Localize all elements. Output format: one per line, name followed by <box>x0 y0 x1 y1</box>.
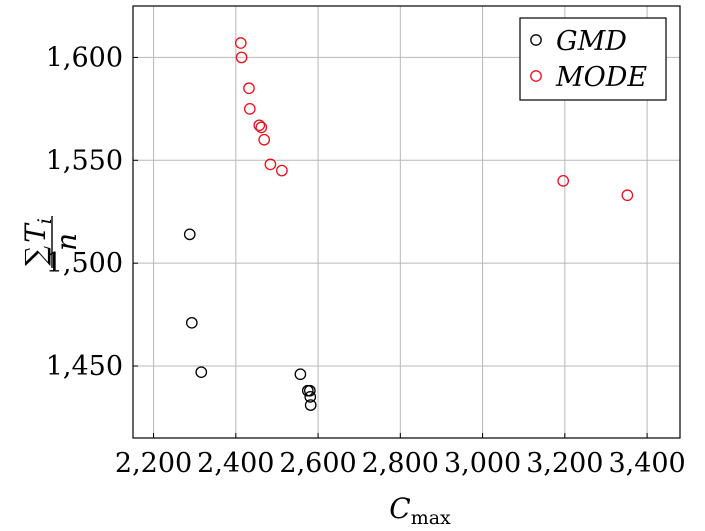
legend-label-gmd: GMD <box>556 26 627 57</box>
tick-labels: 2,200 2,400 2,600 2,800 3,000 3,200 3,400 1,450… <box>46 42 686 479</box>
y-tick-label: 1,550 <box>46 145 123 176</box>
y-axis-label-numerator-var: T <box>19 222 52 243</box>
legend-box <box>519 17 667 101</box>
x-axis-label: Cmax <box>389 492 451 526</box>
x-tick-label: 3,400 <box>608 448 685 479</box>
plot-frame <box>132 5 681 439</box>
data-point-gmd <box>303 384 316 397</box>
x-tick-label: 2,400 <box>197 448 274 479</box>
legend-marker-mode <box>530 70 542 82</box>
data-point-gmd <box>304 391 317 403</box>
y-tick-label: 1,450 <box>46 351 123 382</box>
data-point-mode <box>557 175 570 187</box>
data-point-mode <box>264 158 277 171</box>
data-point-mode <box>243 82 255 95</box>
data-point-mode <box>235 51 248 64</box>
data-point-mode <box>258 133 271 146</box>
data-point-mode <box>276 164 288 177</box>
legend-marker-gmd <box>530 34 542 46</box>
data-point-mode <box>621 189 634 202</box>
data-point-mode <box>255 121 268 134</box>
x-tick-label: 2,600 <box>279 448 356 479</box>
data-point-gmd <box>294 368 307 381</box>
y-axis-label: ∑ Ti n <box>19 216 83 268</box>
svg-text:∑Ti: ∑ Ti <box>19 218 56 266</box>
y-tick-label: 1,600 <box>46 42 123 73</box>
y-axis-label-denominator: n <box>50 233 83 251</box>
y-tick-label: 1,500 <box>46 248 123 279</box>
data-points <box>183 37 634 411</box>
data-point-mode <box>253 119 266 132</box>
data-point-gmd <box>304 399 317 411</box>
y-axis-label-numerator-sigma: ∑ <box>19 246 52 266</box>
y-axis-label-numerator-sub: i <box>34 218 56 224</box>
data-point-gmd <box>183 228 196 241</box>
data-point-mode <box>234 37 247 49</box>
x-tick-label: 2,200 <box>115 448 192 479</box>
data-point-gmd <box>195 366 208 379</box>
data-point-gmd <box>185 316 198 329</box>
legend-label-mode: MODE <box>555 62 647 93</box>
x-tick-label: 3,000 <box>444 448 521 479</box>
x-tick-label: 3,200 <box>526 448 603 479</box>
data-point-mode <box>243 103 256 115</box>
x-tick-label: 2,800 <box>362 448 439 479</box>
legend: GMD MODE <box>519 17 667 101</box>
